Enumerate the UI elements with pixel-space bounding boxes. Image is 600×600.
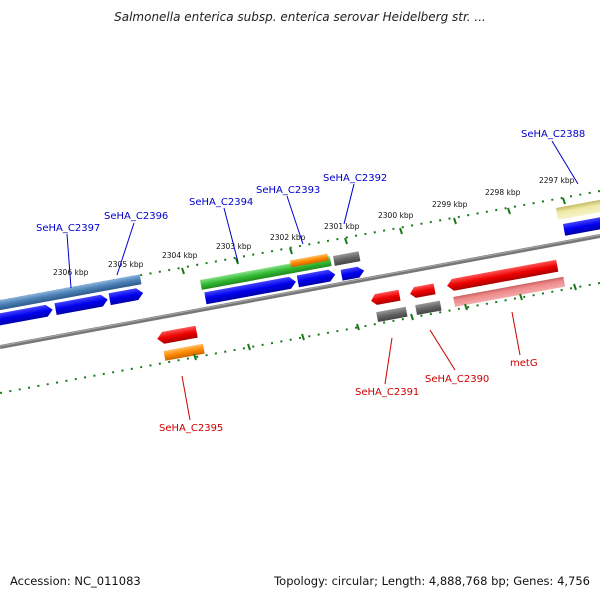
gene-label-metG[interactable]: metG — [510, 358, 538, 369]
cds-forward[interactable] — [296, 269, 337, 288]
scale-label: 2304 kbp — [162, 251, 198, 260]
cds-forward[interactable] — [54, 294, 108, 316]
inner-scale-ring — [0, 282, 600, 394]
cds-reverse[interactable] — [446, 259, 559, 292]
cds-forward[interactable] — [108, 287, 145, 306]
feature-steelblue[interactable] — [0, 274, 142, 312]
scale-label: 2306 kbp — [53, 268, 89, 277]
feature-khaki[interactable] — [556, 197, 600, 220]
cds-reverse[interactable] — [370, 289, 401, 306]
gene-label-SeHA_C2397[interactable]: SeHA_C2397 — [36, 223, 100, 234]
accession-label: Accession: NC_011083 — [10, 574, 141, 588]
gene-label-SeHA_C2391[interactable]: SeHA_C2391 — [355, 387, 419, 398]
gene-label-SeHA_C2393[interactable]: SeHA_C2393 — [256, 185, 320, 196]
cds-forward[interactable] — [340, 266, 366, 281]
gene-label-SeHA_C2394[interactable]: SeHA_C2394 — [189, 197, 253, 208]
scale-label: 2297 kbp — [539, 176, 575, 185]
gene-label-SeHA_C2396[interactable]: SeHA_C2396 — [104, 211, 168, 222]
gene-label-SeHA_C2395[interactable]: SeHA_C2395 — [159, 423, 223, 434]
cds-reverse[interactable] — [409, 283, 436, 298]
map-title: Salmonella enterica subsp. enterica sero… — [114, 10, 486, 24]
feature-orange[interactable] — [289, 253, 329, 268]
gene-label-SeHA_C2392[interactable]: SeHA_C2392 — [323, 173, 387, 184]
forward-features — [0, 197, 600, 327]
gene-label-SeHA_C2390[interactable]: SeHA_C2390 — [425, 374, 489, 385]
scale-label: 2301 kbp — [324, 222, 360, 231]
cds-reverse[interactable] — [156, 325, 198, 345]
scale-label: 2298 kbp — [485, 188, 521, 197]
scale-label: 2299 kbp — [432, 200, 468, 209]
rna-gray[interactable] — [415, 300, 442, 315]
feature-pink[interactable] — [453, 276, 566, 307]
leader-lines — [66, 140, 579, 421]
rna-gray[interactable] — [376, 306, 408, 322]
reverse-features — [156, 259, 566, 361]
cds-forward[interactable] — [563, 213, 600, 236]
cds-forward[interactable] — [0, 304, 54, 327]
scale-label: 2302 kbp — [270, 233, 306, 242]
genome-backbone — [0, 234, 600, 349]
gene-labels: SeHA_C2397 SeHA_C2396 SeHA_C2394 SeHA_C2… — [36, 129, 585, 434]
cds-forward[interactable] — [204, 276, 297, 305]
scale-label: 2305 kbp — [108, 260, 144, 269]
rna-gray[interactable] — [333, 251, 361, 266]
feature-orange[interactable] — [163, 343, 205, 361]
scale-label: 2300 kbp — [378, 211, 414, 220]
gene-label-SeHA_C2388[interactable]: SeHA_C2388 — [521, 129, 585, 140]
genome-summary: Topology: circular; Length: 4,888,768 bp… — [274, 574, 590, 588]
